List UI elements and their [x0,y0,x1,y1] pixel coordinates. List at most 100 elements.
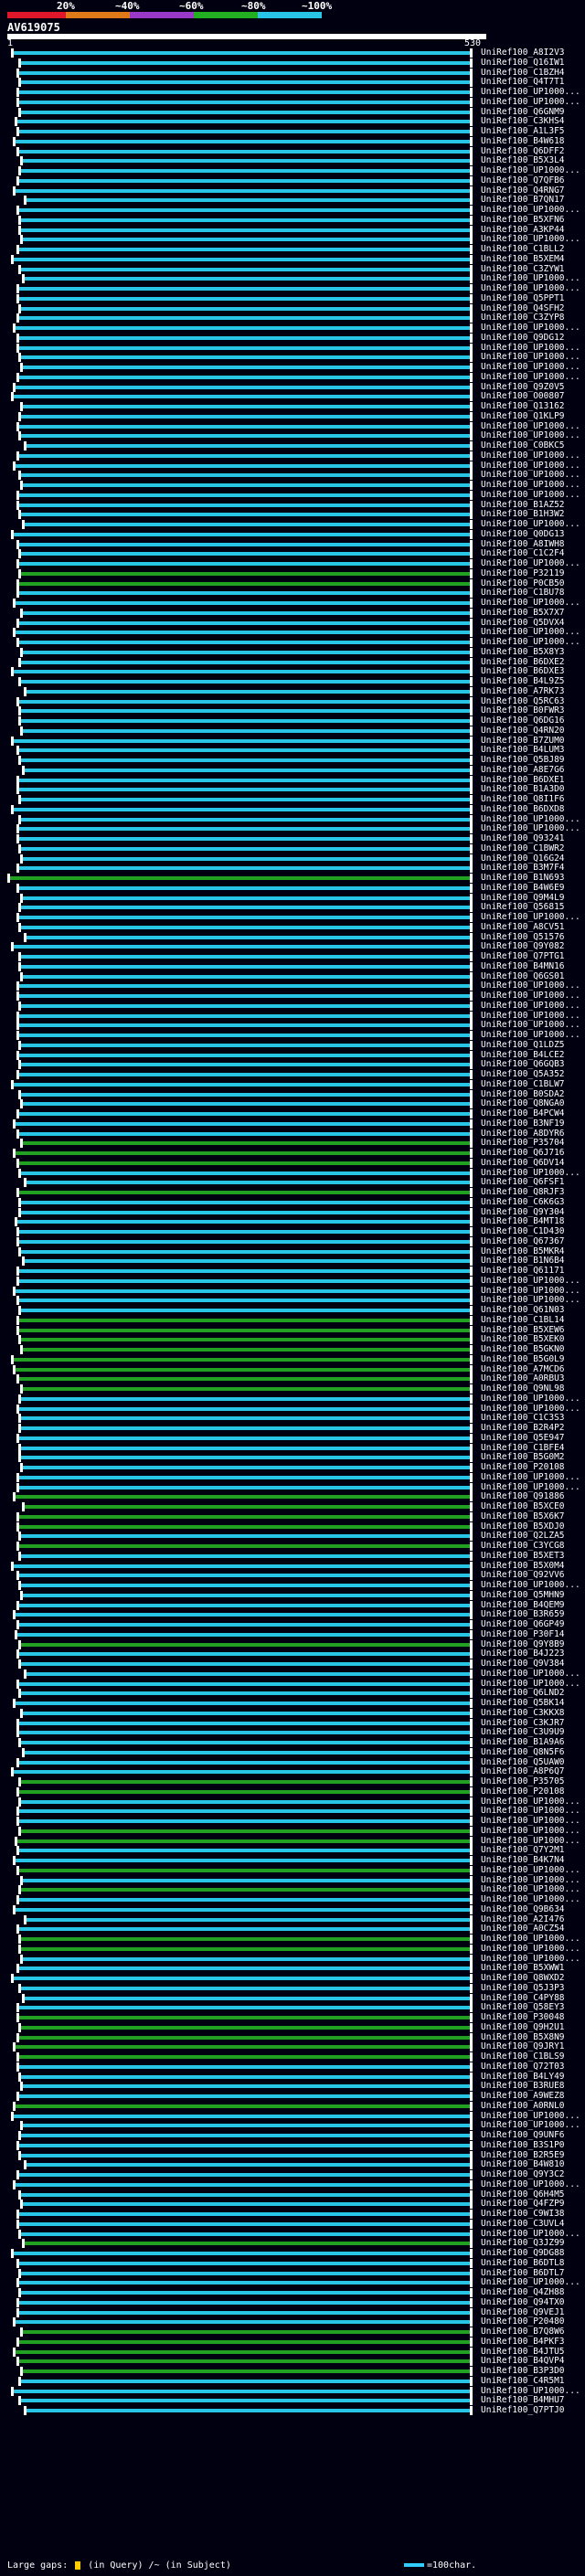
hit-alignment-bar[interactable] [16,2173,472,2177]
hit-alignment-bar[interactable] [13,1907,472,1912]
hit-row[interactable]: UniRef100_Q9Y304 [0,1207,585,1217]
hit-label[interactable]: UniRef100_UP1000... [481,1000,580,1011]
hit-label[interactable]: UniRef100_B4PKF3 [481,2336,565,2347]
hit-alignment-bar[interactable] [18,60,472,65]
hit-alignment-bar[interactable] [16,1789,472,1794]
hit-row[interactable]: UniRef100_Q2LZA5 [0,1531,585,1542]
hit-alignment-bar[interactable] [16,2055,472,2059]
hit-row[interactable]: UniRef100_A8CV51 [0,922,585,932]
hit-row[interactable]: UniRef100_Q61N03 [0,1305,585,1315]
hit-alignment-bar[interactable] [18,2399,472,2403]
hit-row[interactable]: UniRef100_B4L9Z5 [0,676,585,686]
hit-row[interactable]: UniRef100_B5XEM4 [0,254,585,264]
hit-alignment-bar[interactable] [16,1023,472,1028]
hit-alignment-bar[interactable] [13,631,472,635]
hit-alignment-bar[interactable] [16,885,472,890]
hit-alignment-bar[interactable] [18,2271,472,2275]
hit-label[interactable]: UniRef100_Q94TX0 [481,2296,565,2307]
hit-label[interactable]: UniRef100_UP1000... [481,1393,580,1404]
hit-label[interactable]: UniRef100_UP1000... [481,981,580,991]
hit-row[interactable]: UniRef100_Q9DG88 [0,2248,585,2258]
hit-alignment-bar[interactable] [24,2409,472,2412]
hit-alignment-bar[interactable] [16,827,472,832]
hit-label[interactable]: UniRef100_A8P6Q7 [481,1766,565,1777]
hit-row[interactable]: UniRef100_UP1000... [0,814,585,824]
hit-row[interactable]: UniRef100_A2I476 [0,1914,585,1924]
hit-label[interactable]: UniRef100_UP1000... [481,1894,580,1904]
hit-alignment-bar[interactable] [11,2252,472,2255]
hit-label[interactable]: UniRef100_B4QVP4 [481,2356,565,2367]
hit-alignment-bar[interactable] [16,1436,472,1440]
hit-row[interactable]: UniRef100_Q9V384 [0,1659,585,1669]
hit-alignment-bar[interactable] [15,1632,472,1637]
hit-label[interactable]: UniRef100_Q6GQB3 [481,1059,565,1070]
hit-label[interactable]: UniRef100_C6K6G3 [481,1196,565,1207]
hit-row[interactable]: UniRef100_C1BLW7 [0,1079,585,1089]
hit-label[interactable]: UniRef100_B4K7N4 [481,1855,565,1865]
hit-label[interactable]: UniRef100_B3M7F4 [481,863,565,874]
hit-label[interactable]: UniRef100_Q5A352 [481,1069,565,1079]
hit-label[interactable]: UniRef100_B1N693 [481,873,565,883]
hit-alignment-bar[interactable] [13,2349,472,2354]
hit-row[interactable]: UniRef100_B5X6K7 [0,1511,585,1521]
hit-alignment-bar[interactable] [13,1859,472,1862]
hit-alignment-bar[interactable] [20,856,472,861]
hit-row[interactable]: UniRef100_B4QEM9 [0,1600,585,1610]
hit-label[interactable]: UniRef100_UP1000... [481,1934,580,1944]
hit-alignment-bar[interactable] [13,1613,472,1617]
hit-row[interactable]: UniRef100_UP1000... [0,1472,585,1482]
hit-row[interactable]: UniRef100_B5X0M4 [0,1561,585,1571]
hit-row[interactable]: UniRef100_UP1000... [0,490,585,500]
hit-label[interactable]: UniRef100_Q9V384 [481,1659,565,1669]
hit-label[interactable]: UniRef100_UP1000... [481,1167,580,1178]
hit-alignment-bar[interactable] [16,2016,472,2019]
hit-label[interactable]: UniRef100_UP1000... [481,1806,580,1817]
hit-alignment-bar[interactable] [18,1741,472,1744]
hit-alignment-bar[interactable] [18,1456,472,1460]
hit-label[interactable]: UniRef100_UP1000... [481,1580,580,1590]
hit-label[interactable]: UniRef100_UP1000... [481,1010,580,1021]
hit-row[interactable]: UniRef100_UP1000... [0,2120,585,2131]
hit-alignment-bar[interactable] [20,238,472,242]
hit-alignment-bar[interactable] [13,1151,472,1155]
hit-row[interactable]: UniRef100_UP1000... [0,1884,585,1895]
hit-row[interactable]: UniRef100_UP1000... [0,343,585,353]
hit-label[interactable]: UniRef100_UP1000... [481,2110,580,2121]
hit-alignment-bar[interactable] [11,738,472,743]
hit-label[interactable]: UniRef100_UP1000... [481,1874,580,1885]
hit-alignment-bar[interactable] [16,1318,472,1322]
hit-alignment-bar[interactable] [20,1593,472,1597]
hit-label[interactable]: UniRef100_B3R659 [481,1609,565,1620]
hit-label[interactable]: UniRef100_P32119 [481,567,565,578]
hit-alignment-bar[interactable] [16,1485,472,1489]
hit-row[interactable]: UniRef100_Q4SFH2 [0,303,585,313]
hit-row[interactable]: UniRef100_B4PCW4 [0,1108,585,1118]
hit-alignment-bar[interactable] [16,130,472,133]
hit-label[interactable]: UniRef100_Q5RC63 [481,695,565,706]
hit-alignment-bar[interactable] [20,1878,472,1882]
hit-label[interactable]: UniRef100_B5G0M2 [481,1452,565,1463]
hit-row[interactable]: UniRef100_B5GKN0 [0,1344,585,1354]
hit-row[interactable]: UniRef100_Q67367 [0,1236,585,1246]
hit-row[interactable]: UniRef100_B4J223 [0,1648,585,1659]
hit-label[interactable]: UniRef100_B7QN17 [481,195,565,206]
hit-alignment-bar[interactable] [20,2124,472,2128]
hit-label[interactable]: UniRef100_UP1000... [481,1275,580,1286]
hit-row[interactable]: UniRef100_UP1000... [0,2111,585,2121]
hit-row[interactable]: UniRef100_B6DXE2 [0,657,585,667]
hit-alignment-bar[interactable] [16,1524,472,1529]
hit-label[interactable]: UniRef100_B4LUM3 [481,745,565,756]
hit-label[interactable]: UniRef100_Q5PPT1 [481,292,565,303]
hit-row[interactable]: UniRef100_A0RBU3 [0,1373,585,1384]
hit-row[interactable]: UniRef100_Q4ZH88 [0,2287,585,2297]
hit-label[interactable]: UniRef100_UP1000... [481,991,580,1001]
hit-alignment-bar[interactable] [16,100,472,104]
hit-label[interactable]: UniRef100_C1BZH4 [481,67,565,78]
hit-alignment-bar[interactable] [20,2084,472,2089]
hit-row[interactable]: UniRef100_B6DXE1 [0,775,585,785]
hit-label[interactable]: UniRef100_Q6FSF1 [481,1177,565,1188]
hit-alignment-bar[interactable] [18,709,472,714]
hit-row[interactable]: UniRef100_Q8RJF3 [0,1187,585,1197]
hit-label[interactable]: UniRef100_Q9JRY1 [481,2041,565,2052]
hit-label[interactable]: UniRef100_C1BLL2 [481,244,565,254]
